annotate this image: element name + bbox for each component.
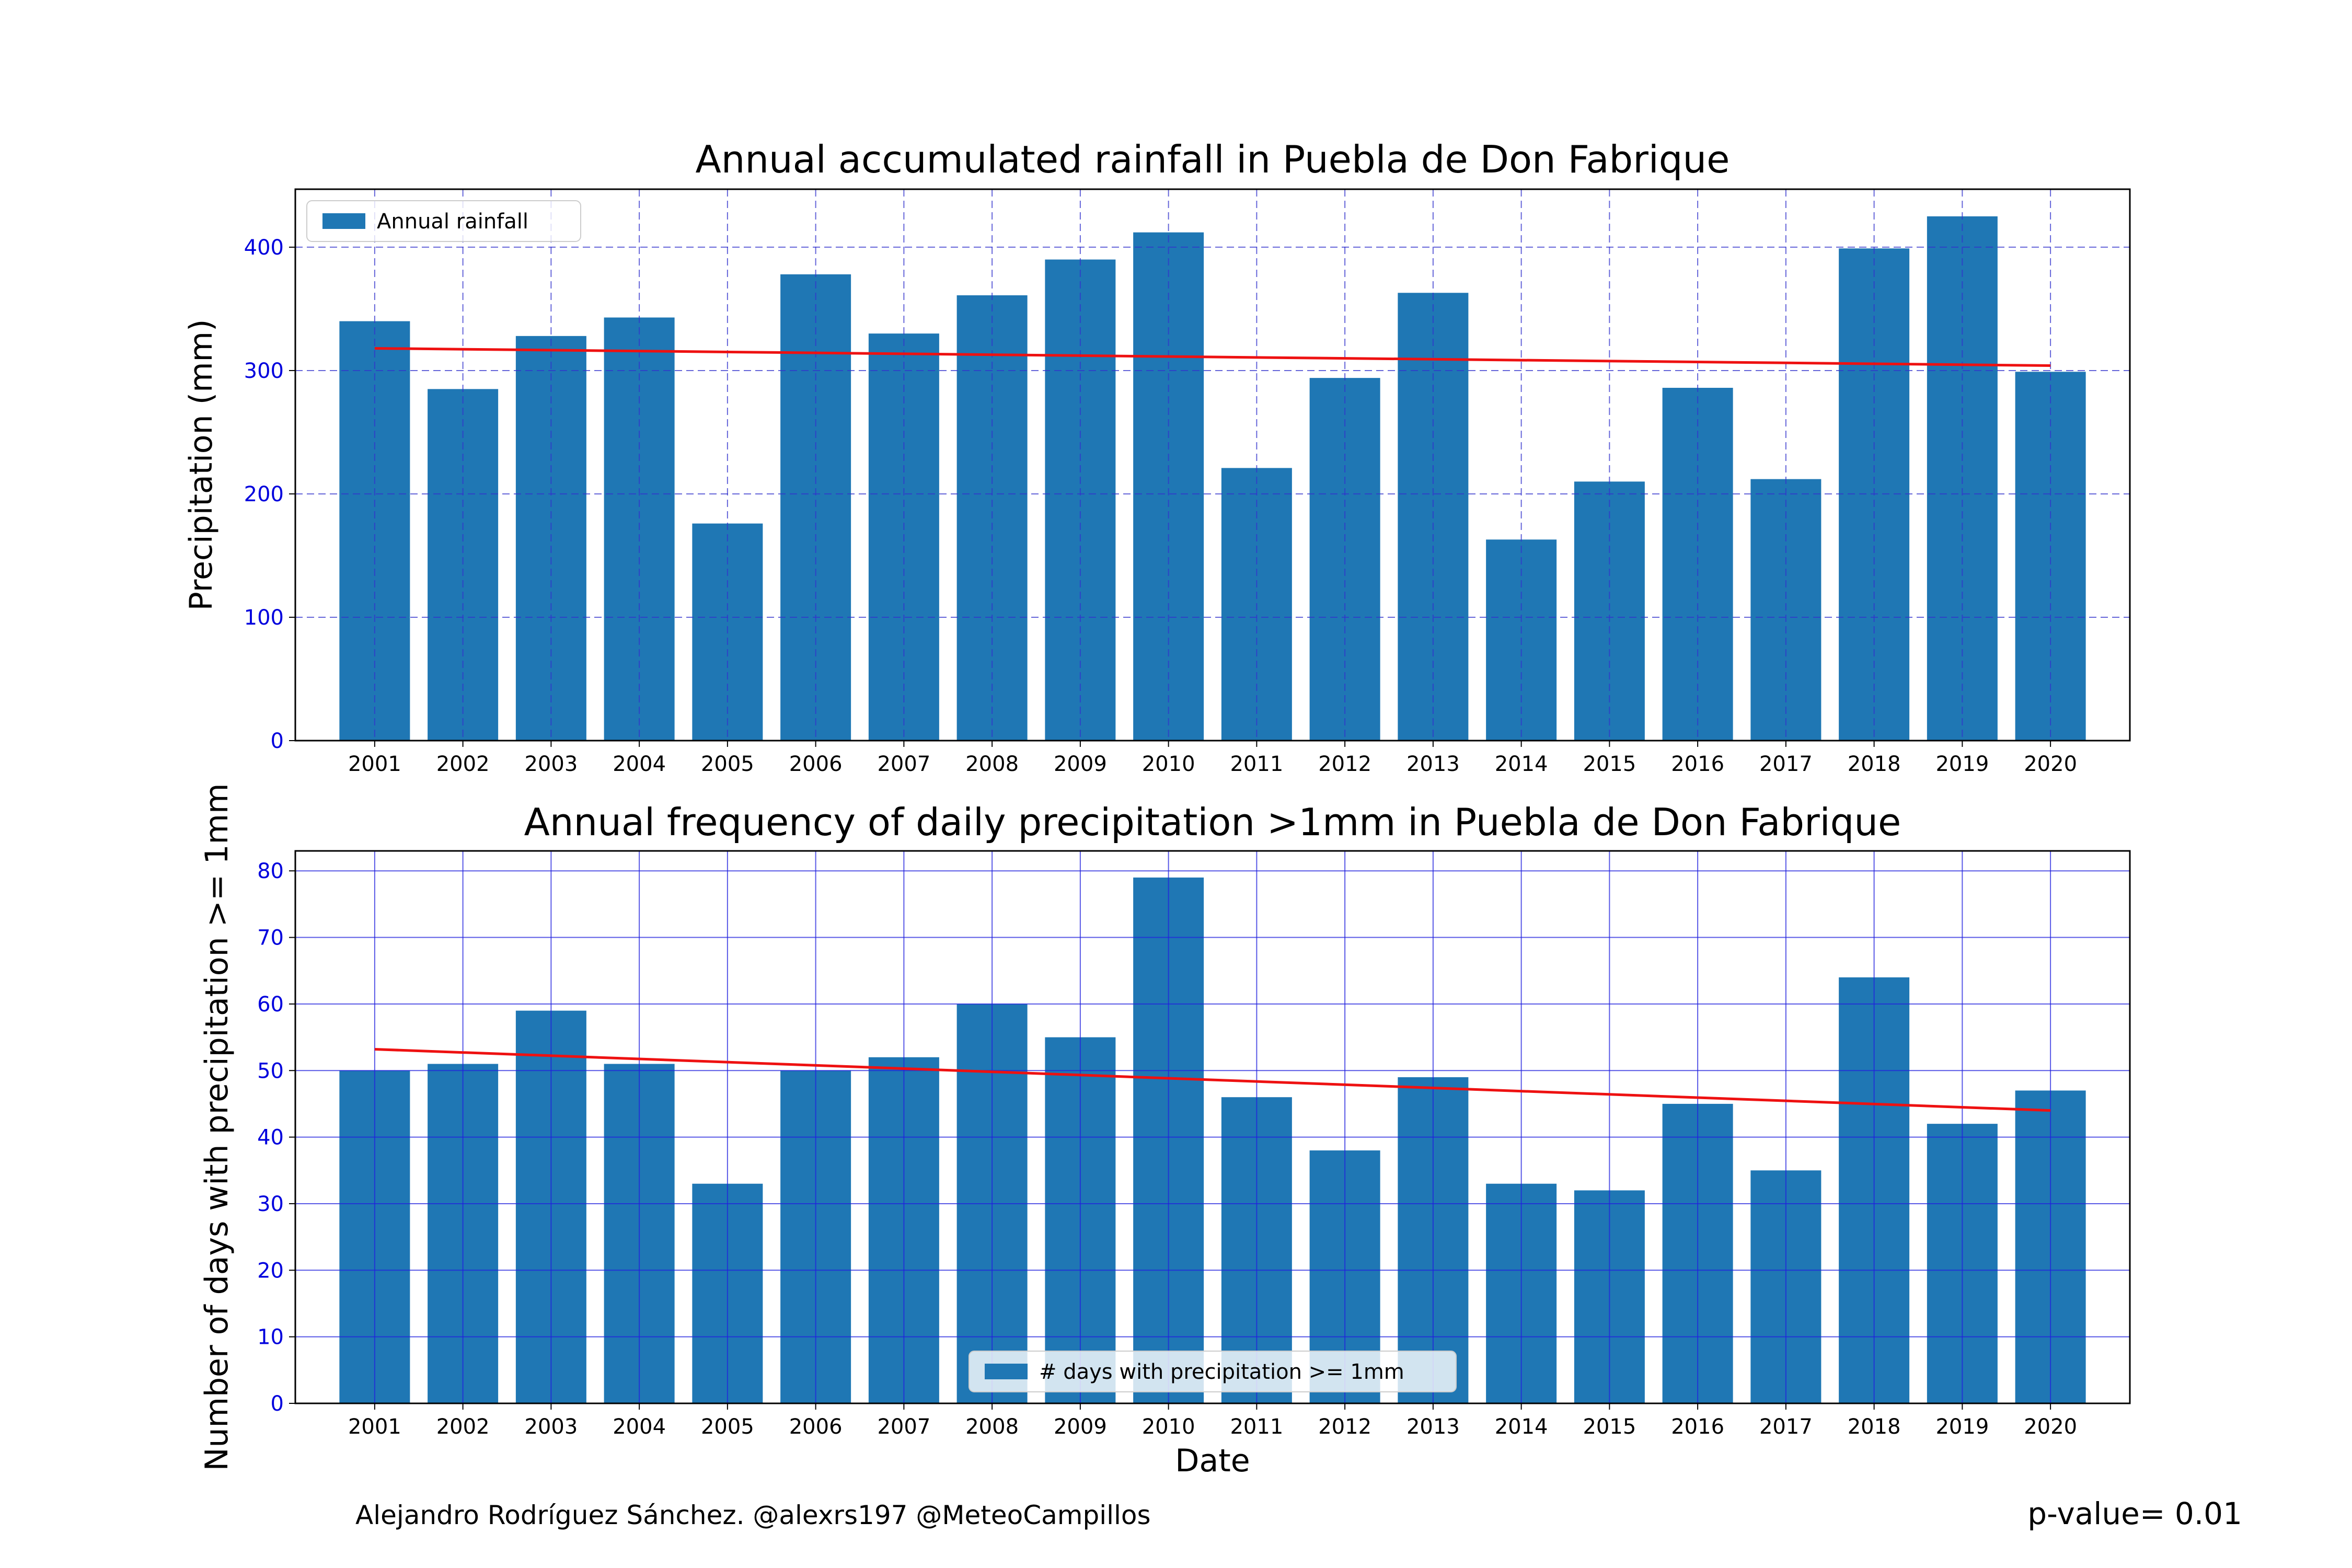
x-tick-label: 2019 (1935, 1415, 1989, 1439)
y-tick-label: 40 (257, 1126, 284, 1150)
y-tick-label: 30 (257, 1192, 284, 1216)
chart-1: 2001 2002 2003 2004 2005 2006 2007 2008 2009 2010… (183, 137, 2131, 776)
y-tick-label: 70 (257, 926, 284, 950)
x-tick-label: 2013 (1406, 752, 1460, 776)
x-tick-label: 2002 (436, 1415, 490, 1439)
x-tick-label: 2012 (1318, 1415, 1371, 1439)
legend-label: Annual rainfall (377, 210, 528, 234)
x-tick-label: 2012 (1318, 752, 1371, 776)
legend-box (306, 200, 581, 242)
legend-label: # days with precipitation >= 1mm (1039, 1360, 1404, 1384)
x-tick-label: 2004 (613, 752, 666, 776)
y-axis-label: Number of days with precipitation >= 1mm (199, 783, 235, 1471)
x-tick-label: 2006 (789, 752, 843, 776)
x-tick-label: 2014 (1495, 1415, 1548, 1439)
x-tick-label: 2008 (965, 752, 1019, 776)
chart-title: Annual frequency of daily precipitation … (524, 800, 1901, 844)
y-tick-label: 0 (271, 729, 284, 753)
plot-frame (294, 188, 2131, 742)
x-tick-label: 2015 (1583, 752, 1636, 776)
x-tick-label: 2010 (1142, 752, 1195, 776)
x-tick-label: 2018 (1848, 752, 1901, 776)
x-tick-label: 2009 (1054, 1415, 1107, 1439)
y-tick-label: 10 (257, 1325, 284, 1350)
x-tick-label: 2016 (1671, 752, 1724, 776)
legend-box (969, 1351, 1457, 1392)
trend-line (374, 347, 2051, 367)
x-tick-label: 2007 (877, 752, 930, 776)
x-tick-label: 2018 (1848, 1415, 1901, 1439)
y-axis-label: Precipitation (mm) (183, 319, 220, 611)
trend-line (374, 1048, 2051, 1112)
y-tick-label: 0 (271, 1392, 284, 1416)
y-tick-label: 300 (244, 359, 284, 383)
x-tick-label: 2019 (1935, 752, 1989, 776)
legend-swatch (322, 213, 365, 229)
x-tick-label: 2017 (1759, 1415, 1813, 1439)
x-tick-label: 2008 (965, 1415, 1019, 1439)
y-tick-label: 20 (257, 1259, 284, 1283)
chart-title: Annual accumulated rainfall in Puebla de… (696, 137, 1730, 181)
x-tick-label: 2009 (1054, 752, 1107, 776)
legend-swatch (985, 1364, 1028, 1379)
x-tick-label: 2013 (1406, 1415, 1460, 1439)
x-tick-label: 2020 (2024, 1415, 2077, 1439)
x-axis-label: Date (1175, 1443, 1250, 1479)
plot-frame (294, 850, 2131, 1404)
x-tick-label: 2020 (2024, 752, 2077, 776)
x-tick-label: 2001 (348, 752, 401, 776)
x-tick-label: 2005 (701, 1415, 754, 1439)
legend: Annual rainfall (306, 200, 581, 242)
x-tick-label: 2005 (701, 752, 754, 776)
p-value-label: p-value= 0.01 (2027, 1496, 2242, 1531)
x-tick-label: 2003 (524, 1415, 578, 1439)
x-tick-label: 2006 (789, 1415, 843, 1439)
x-tick-label: 2010 (1142, 1415, 1195, 1439)
x-tick-label: 2007 (877, 1415, 930, 1439)
x-tick-label: 2011 (1230, 1415, 1283, 1439)
y-tick-label: 400 (244, 236, 284, 260)
y-tick-label: 60 (257, 993, 284, 1017)
x-tick-label: 2002 (436, 752, 490, 776)
y-tick-label: 50 (257, 1059, 284, 1083)
x-tick-label: 2014 (1495, 752, 1548, 776)
x-tick-label: 2017 (1759, 752, 1813, 776)
x-tick-label: 2011 (1230, 752, 1283, 776)
y-tick-label: 200 (244, 482, 284, 506)
x-tick-label: 2004 (613, 1415, 666, 1439)
legend: # days with precipitation >= 1mm (969, 1351, 1457, 1392)
y-tick-label: 100 (244, 606, 284, 630)
y-tick-label: 80 (257, 859, 284, 883)
x-tick-label: 2015 (1583, 1415, 1636, 1439)
x-tick-label: 2001 (348, 1415, 401, 1439)
x-tick-label: 2016 (1671, 1415, 1724, 1439)
author-credit: Alejandro Rodríguez Sánchez. @alexrs197 … (355, 1500, 1151, 1530)
x-tick-label: 2003 (524, 752, 578, 776)
chart-2: 2001 2002 2003 2004 2005 2006 2007 2008 2009 2010… (199, 783, 2131, 1479)
